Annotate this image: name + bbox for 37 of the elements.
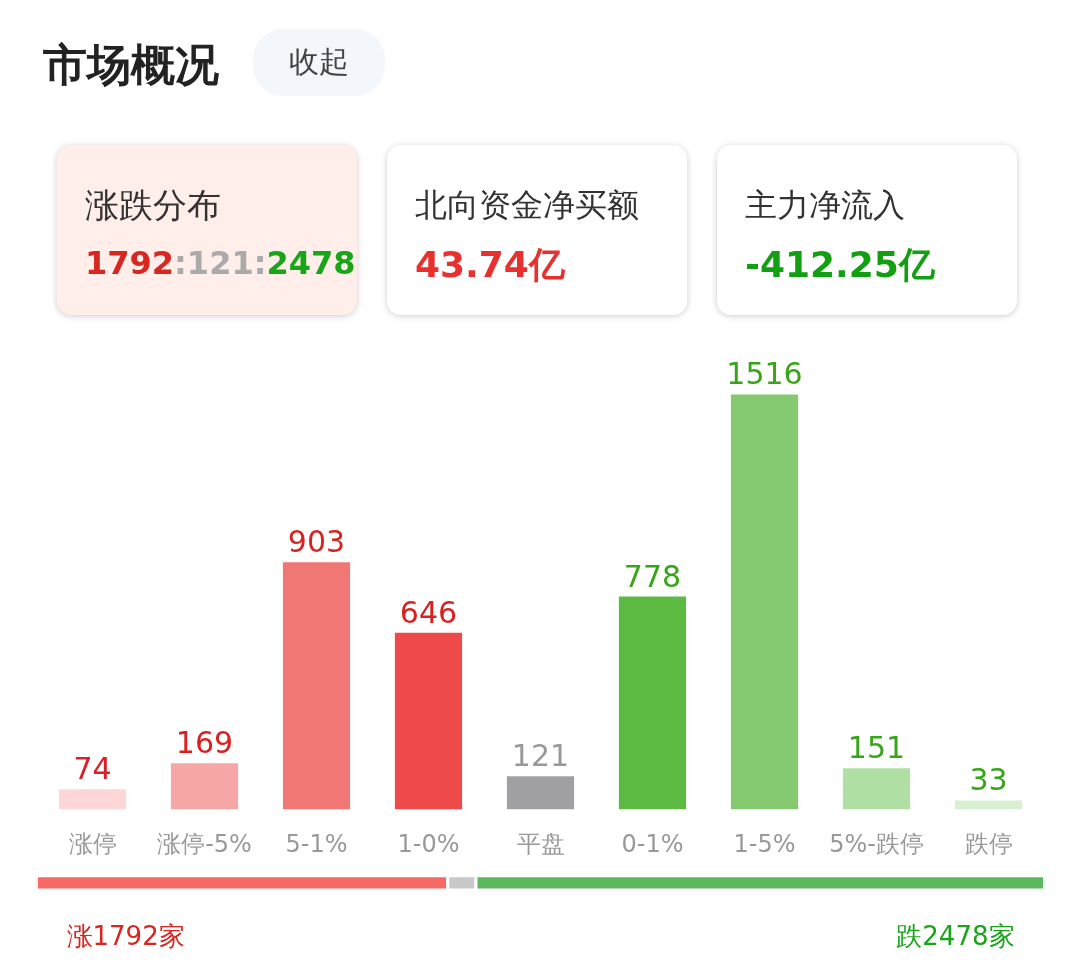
x-tick-label: 涨停-5%	[157, 829, 252, 858]
text: 收起	[253, 29, 385, 96]
text: 1792:121:2478	[85, 244, 356, 283]
data-label: 33	[969, 762, 1008, 798]
bar	[618, 596, 687, 810]
data-label: 151	[847, 730, 906, 766]
text: 北向资金净买额	[415, 184, 640, 226]
x-tick-label: 0-1%	[621, 829, 684, 858]
bar	[730, 394, 799, 810]
x-tick-label: 5-1%	[285, 829, 348, 858]
bar	[954, 800, 1023, 810]
chart-title: 市场概况	[43, 39, 219, 90]
text: 跌2478家	[896, 921, 1015, 952]
x-tick-label: 跌停	[964, 829, 1013, 858]
data-label: 74	[73, 751, 112, 787]
bar	[394, 632, 463, 810]
x-tick-label: 涨停	[68, 829, 117, 858]
data-label: 778	[623, 558, 682, 594]
text: 涨跌分布	[85, 183, 222, 227]
bar	[58, 789, 127, 810]
data-label: 169	[175, 725, 234, 761]
data-label: 903	[287, 524, 346, 560]
data-label: 646	[399, 594, 458, 630]
x-tick-label: 5%-跌停	[829, 829, 924, 858]
text: -412.25亿	[745, 242, 936, 287]
bar	[170, 763, 239, 810]
text: 主力净流入	[745, 184, 906, 226]
text: 涨1792家	[66, 921, 185, 952]
x-tick-label: 平盘	[516, 829, 565, 858]
bar	[842, 768, 911, 810]
bar	[506, 776, 575, 810]
data-label: 121	[511, 738, 570, 774]
x-tick-label: 1-0%	[397, 829, 460, 858]
x-tick-label: 1-5%	[733, 829, 796, 858]
text: 43.74亿	[415, 242, 566, 287]
data-label: 1516	[726, 356, 803, 392]
bar	[282, 562, 351, 810]
